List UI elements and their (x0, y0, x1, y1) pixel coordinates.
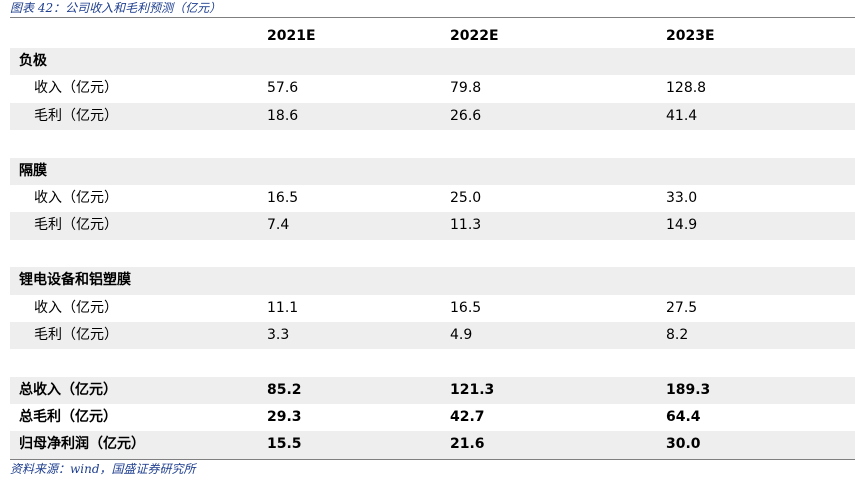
section-title-row: 锂电设备和铝塑膜 (10, 267, 855, 295)
row-label: 毛利（亿元） (34, 107, 118, 124)
header-2023e: 2023E (666, 28, 715, 44)
value-2022e: 16.5 (450, 299, 482, 316)
value-2022e: 42.7 (450, 409, 485, 426)
value-2022e: 25.0 (450, 189, 482, 206)
section-title-row: 负极 (10, 48, 855, 76)
value-2021e: 11.1 (267, 299, 299, 316)
value-2021e: 57.6 (267, 80, 299, 97)
value-2022e: 121.3 (450, 381, 495, 398)
section-title-row: 隔膜 (10, 157, 855, 185)
section-title: 隔膜 (19, 162, 47, 179)
row-label: 毛利（亿元） (34, 326, 118, 343)
forecast-table: 2021E 2022E 2023E 负极 收入（亿元） 57.6 79.8 12… (10, 18, 855, 459)
value-2023e: 128.8 (666, 80, 707, 97)
value-2021e: 18.6 (267, 107, 299, 124)
caption-divider (10, 17, 855, 18)
section-title: 负极 (19, 53, 47, 69)
row-label: 收入（亿元） (34, 189, 118, 206)
spacer-row (10, 240, 855, 267)
value-2022e: 4.9 (450, 326, 473, 343)
table-row: 收入（亿元） 57.6 79.8 128.8 (10, 75, 855, 102)
value-2022e: 11.3 (450, 217, 482, 234)
value-2023e: 30.0 (666, 436, 701, 453)
row-label: 收入（亿元） (34, 80, 118, 97)
total-row: 总收入（亿元） 85.2 121.3 189.3 (10, 376, 855, 405)
row-label: 毛利（亿元） (34, 217, 118, 234)
table-row: 毛利（亿元） 3.3 4.9 8.2 (10, 321, 855, 350)
row-label: 收入（亿元） (34, 299, 118, 316)
total-row: 总毛利（亿元） 29.3 42.7 64.4 (10, 404, 855, 431)
value-2021e: 15.5 (267, 436, 302, 453)
table-row: 收入（亿元） 11.1 16.5 27.5 (10, 295, 855, 322)
value-2023e: 27.5 (666, 299, 698, 316)
total-row: 归母净利润（亿元） 15.5 21.6 30.0 (10, 431, 855, 459)
section-title: 锂电设备和铝塑膜 (19, 272, 131, 289)
value-2022e: 26.6 (450, 107, 482, 124)
value-2021e: 85.2 (267, 381, 302, 398)
header-2021e: 2021E (267, 28, 316, 44)
value-2023e: 8.2 (666, 326, 689, 343)
row-label: 总收入（亿元） (19, 381, 117, 398)
value-2023e: 189.3 (666, 381, 711, 398)
figure-caption: 图表 42：公司收入和毛利预测（亿元） (10, 1, 222, 15)
value-2023e: 64.4 (666, 409, 701, 426)
spacer-row (10, 349, 855, 376)
value-2022e: 79.8 (450, 80, 482, 97)
row-label: 总毛利（亿元） (19, 409, 117, 426)
table-row: 毛利（亿元） 7.4 11.3 14.9 (10, 212, 855, 240)
source-note: 资料来源：wind，国盛证券研究所 (10, 462, 196, 476)
value-2022e: 21.6 (450, 436, 485, 453)
bottom-divider (10, 459, 855, 460)
row-label: 归母净利润（亿元） (19, 436, 145, 453)
value-2021e: 29.3 (267, 409, 302, 426)
value-2023e: 33.0 (666, 189, 698, 206)
value-2021e: 16.5 (267, 189, 299, 206)
table-row: 毛利（亿元） 18.6 26.6 41.4 (10, 102, 855, 131)
spacer-row (10, 130, 855, 157)
value-2023e: 14.9 (666, 217, 698, 234)
value-2021e: 7.4 (267, 217, 290, 234)
header-2022e: 2022E (450, 28, 499, 44)
value-2021e: 3.3 (267, 326, 290, 343)
table-row: 收入（亿元） 16.5 25.0 33.0 (10, 185, 855, 212)
value-2023e: 41.4 (666, 107, 698, 124)
table-header-row: 2021E 2022E 2023E (10, 18, 855, 48)
